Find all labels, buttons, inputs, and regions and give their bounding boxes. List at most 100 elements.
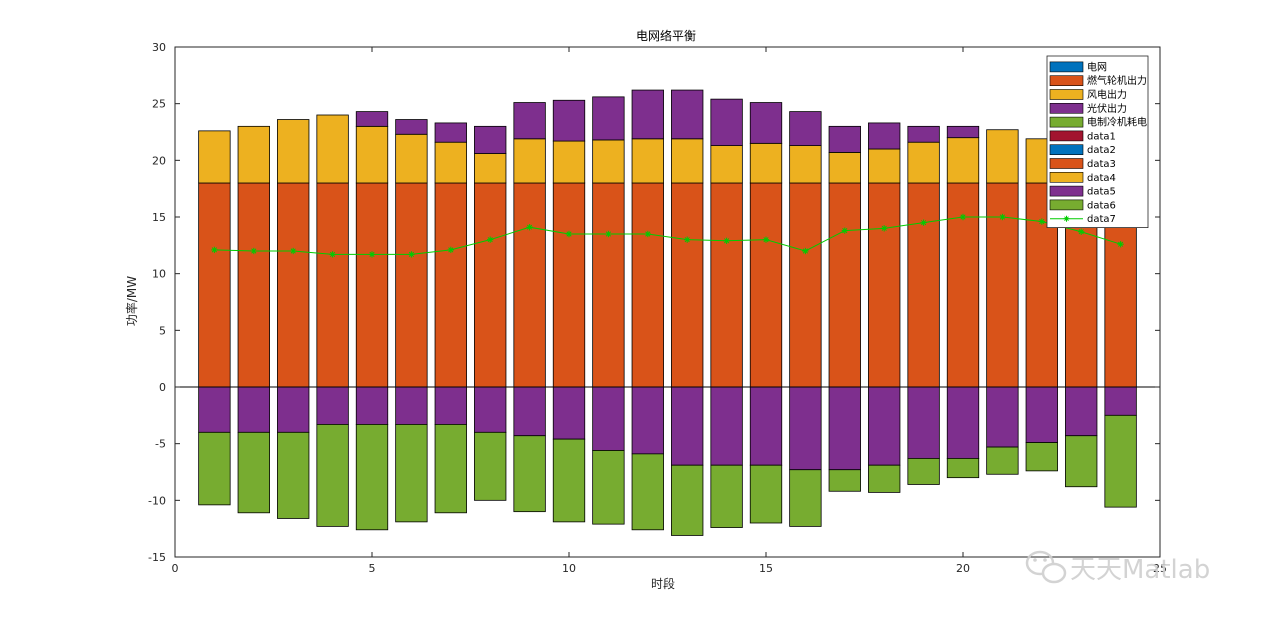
bar-pos-3-13 <box>671 89 704 140</box>
bar-pos-2-2 <box>237 125 270 184</box>
bar-pos-2-21 <box>986 129 1019 184</box>
bar-neg-5-3 <box>277 431 310 519</box>
bar-pos-1-3 <box>277 182 310 388</box>
line-point-2 <box>250 247 257 255</box>
legend-label-6: data1 <box>1087 131 1116 142</box>
bar-pos-2-15 <box>749 142 783 184</box>
bar-neg-5-1 <box>198 431 231 506</box>
bar-neg-5-16 <box>789 469 822 527</box>
legend-entry-8: data3 <box>1049 158 1116 170</box>
line-point-10 <box>565 230 573 238</box>
legend-entry-9: data4 <box>1049 172 1116 184</box>
legend-swatch-9 <box>1049 172 1084 183</box>
bar-neg-5-2 <box>237 431 270 514</box>
bar-pos-1-10 <box>552 182 586 388</box>
bar-neg-5-17 <box>828 469 861 492</box>
bar-pos-1-15 <box>749 182 783 388</box>
bar-pos-3-17 <box>828 125 861 153</box>
legend-swatch-7 <box>1049 144 1084 155</box>
bar-neg-4-1 <box>198 386 231 433</box>
y-tick-label-0: 0 <box>159 381 166 394</box>
bar-pos-3-6 <box>395 119 428 135</box>
bar-neg-5-8 <box>474 431 507 501</box>
legend-label-2: 燃气轮机出力 <box>1087 74 1147 87</box>
line-point-21 <box>999 213 1006 221</box>
chart-title: 电网络平衡 <box>636 28 696 43</box>
bar-neg-4-13 <box>671 386 704 466</box>
x-tick-label-5: 5 <box>369 562 376 575</box>
bar-neg-5-9 <box>513 435 546 513</box>
bar-pos-2-17 <box>828 151 861 184</box>
legend-swatch-11 <box>1049 199 1084 211</box>
bar-neg-4-3 <box>277 386 310 433</box>
x-tick-label-15: 15 <box>759 562 773 575</box>
bar-pos-1-5 <box>355 182 389 388</box>
line-point-3 <box>290 247 297 255</box>
bar-neg-5-15 <box>749 464 783 524</box>
bar-pos-3-8 <box>474 125 507 154</box>
x-tick-label-0: 0 <box>172 562 179 575</box>
bar-pos-2-18 <box>868 148 901 184</box>
x-tick-label-25: 25 <box>1153 562 1167 575</box>
bar-pos-2-5 <box>355 125 389 184</box>
bar-pos-1-13 <box>671 182 704 388</box>
bar-neg-5-11 <box>592 450 625 525</box>
bar-neg-4-16 <box>789 386 822 471</box>
y-tick-label-10: 10 <box>152 268 166 281</box>
legend-entry-12: data7 <box>1050 214 1116 225</box>
bar-pos-1-16 <box>789 182 822 388</box>
bar-pos-1-7 <box>434 182 467 388</box>
bar-pos-1-2 <box>237 182 270 388</box>
legend-label-3: 风电出力 <box>1087 88 1127 101</box>
legend-label-11: data6 <box>1087 200 1116 211</box>
bar-neg-5-18 <box>868 464 901 493</box>
bar-neg-4-2 <box>237 386 270 433</box>
legend-entry-6: data1 <box>1049 130 1116 142</box>
bar-pos-1-11 <box>592 182 625 388</box>
legend-label-4: 光伏出力 <box>1087 102 1127 115</box>
legend-entry-2: 燃气轮机出力 <box>1049 74 1147 87</box>
bar-neg-5-22 <box>1025 442 1058 472</box>
bar-neg-5-19 <box>907 457 940 485</box>
bar-pos-2-7 <box>434 141 467 184</box>
bar-neg-5-23 <box>1065 435 1098 488</box>
bar-pos-2-20 <box>946 137 980 184</box>
line-point-14 <box>723 237 730 244</box>
bar-pos-3-18 <box>868 122 901 150</box>
bar-pos-3-16 <box>789 111 822 146</box>
line-point-9 <box>526 224 533 231</box>
legend-label-1: 电网 <box>1087 60 1107 73</box>
bar-neg-4-20 <box>946 386 980 459</box>
line-data7 <box>214 216 1121 255</box>
bar-neg-5-6 <box>395 423 428 523</box>
bar-pos-3-15 <box>749 102 783 144</box>
legend-swatch-1 <box>1049 61 1084 73</box>
bar-neg-4-17 <box>828 386 861 471</box>
bar-pos-2-10 <box>552 140 586 184</box>
legend-entry-11: data6 <box>1049 199 1116 211</box>
line-point-22 <box>1038 218 1045 225</box>
axes-group: 0 5 10 15 20 25 -15 -10 -5 0 5 10 15 20 25 30 <box>148 41 1167 575</box>
y-tick-label--5: -5 <box>155 438 166 451</box>
bar-pos-1-4 <box>316 182 349 388</box>
bar-pos-1-8 <box>474 182 507 388</box>
line-point-1 <box>211 246 218 254</box>
axes-box <box>174 46 1161 558</box>
bar-pos-2-6 <box>395 133 428 184</box>
bar-pos-1-6 <box>395 182 428 388</box>
bar-neg-4-23 <box>1065 386 1098 437</box>
legend-swatch-2 <box>1049 75 1084 86</box>
bar-pos-3-12 <box>631 89 664 140</box>
bar-neg-4-6 <box>395 386 428 425</box>
bar-pos-2-3 <box>277 119 310 184</box>
legend-label-7: data2 <box>1087 145 1116 156</box>
bar-neg-5-20 <box>946 457 980 479</box>
bar-pos-2-11 <box>592 139 625 184</box>
bar-neg-4-4 <box>316 386 349 425</box>
legend-label-8: data3 <box>1087 159 1116 170</box>
bar-pos-3-9 <box>513 102 546 140</box>
bar-pos-2-16 <box>789 145 822 184</box>
x-tick-label-10: 10 <box>562 562 576 575</box>
